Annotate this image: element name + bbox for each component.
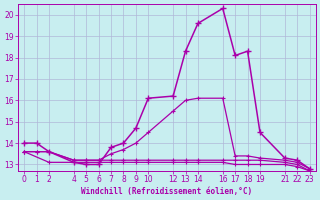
X-axis label: Windchill (Refroidissement éolien,°C): Windchill (Refroidissement éolien,°C) [81, 187, 252, 196]
